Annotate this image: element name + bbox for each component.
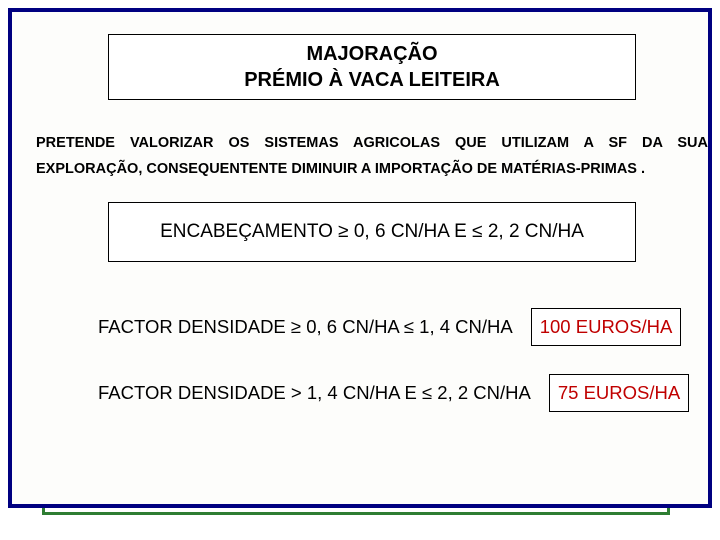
title-line-1: MAJORAÇÃO xyxy=(306,41,437,67)
value-box-2: 75 EUROS/HA xyxy=(549,374,689,412)
slide-frame: MAJORAÇÃO PRÉMIO À VACA LEITEIRA PRETEND… xyxy=(8,8,712,508)
rule-text: ENCABEÇAMENTO ≥ 0, 6 CN/HA E ≤ 2, 2 CN/H… xyxy=(160,221,584,243)
title-box: MAJORAÇÃO PRÉMIO À VACA LEITEIRA xyxy=(108,34,636,100)
factor-label-2: FACTOR DENSIDADE > 1, 4 CN/HA E ≤ 2, 2 C… xyxy=(98,382,531,404)
density-row-1: FACTOR DENSIDADE ≥ 0, 6 CN/HA ≤ 1, 4 CN/… xyxy=(98,308,681,346)
factor-label-1: FACTOR DENSIDADE ≥ 0, 6 CN/HA ≤ 1, 4 CN/… xyxy=(98,316,513,338)
title-line-2: PRÉMIO À VACA LEITEIRA xyxy=(244,67,500,93)
value-box-1: 100 EUROS/HA xyxy=(531,308,682,346)
intro-paragraph: PRETENDE VALORIZAR OS SISTEMAS AGRICOLAS… xyxy=(36,130,708,182)
density-row-2: FACTOR DENSIDADE > 1, 4 CN/HA E ≤ 2, 2 C… xyxy=(98,374,689,412)
rule-box: ENCABEÇAMENTO ≥ 0, 6 CN/HA E ≤ 2, 2 CN/H… xyxy=(108,202,636,262)
